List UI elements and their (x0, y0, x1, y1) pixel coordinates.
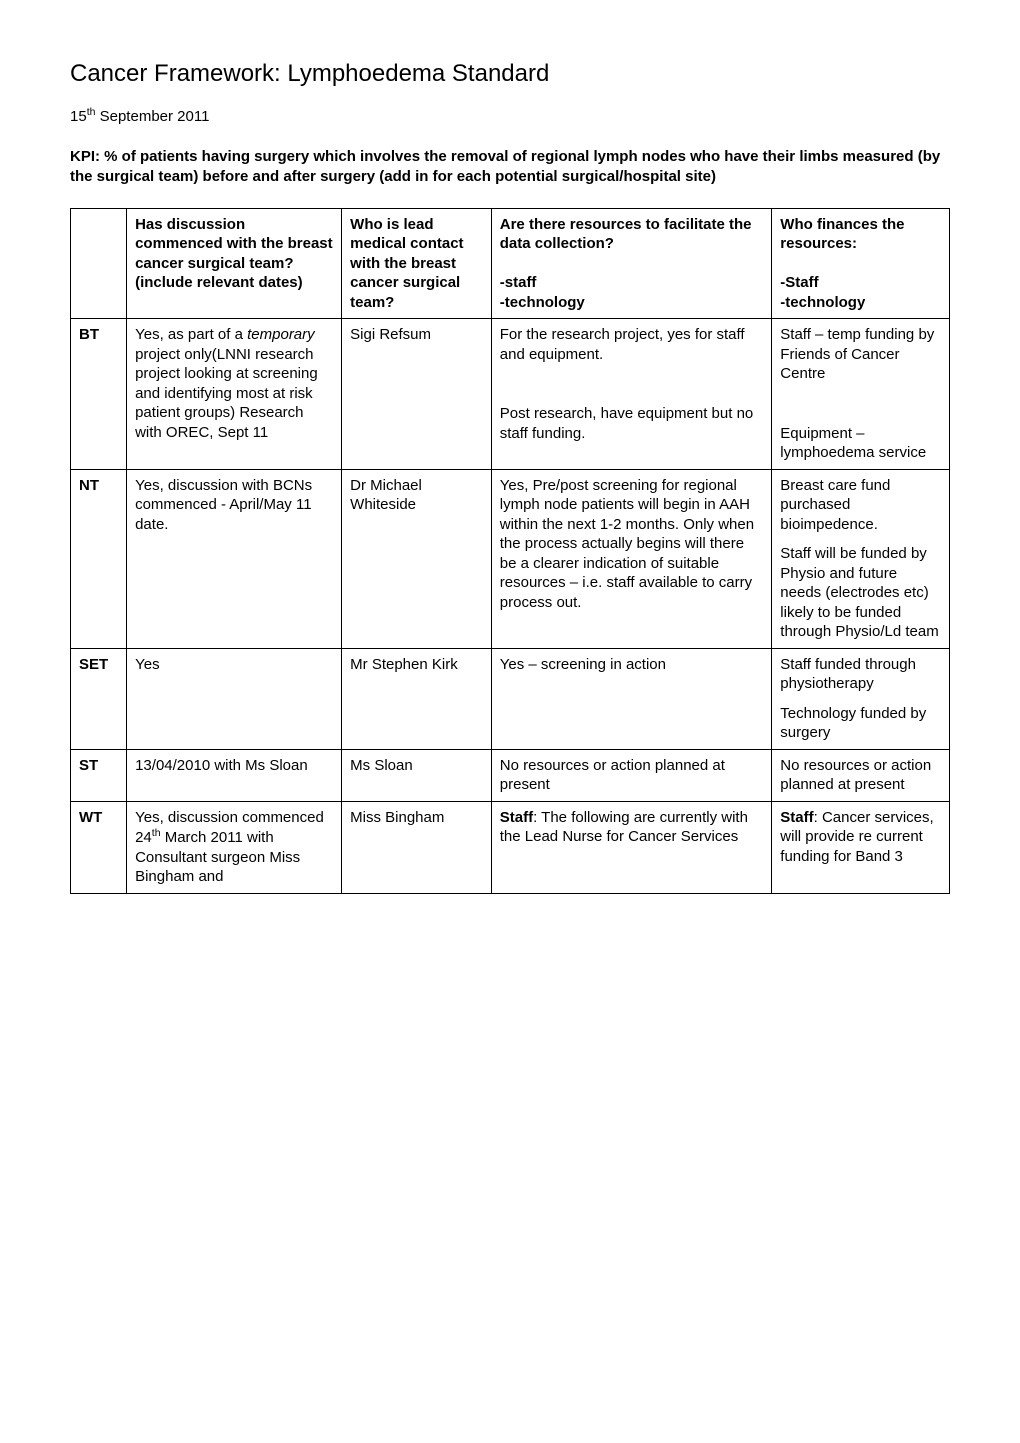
cell-resources: Yes – screening in action (491, 648, 772, 749)
text: Staff will be funded by Physio and futur… (780, 544, 941, 642)
cell-lead: Sigi Refsum (342, 319, 492, 470)
text: Post research, have equipment but no sta… (500, 404, 764, 443)
col-finances-tech: -technology (780, 294, 865, 311)
col-resources: Are there resources to facilitate the da… (491, 208, 772, 319)
cell-finances: No resources or action planned at presen… (772, 749, 950, 801)
cell-resources: Yes, Pre/post screening for regional lym… (491, 469, 772, 648)
document-date: 15th September 2011 (70, 106, 950, 125)
row-code: WT (71, 801, 127, 893)
col-finances-q: Who finances the resources: (780, 216, 904, 253)
row-code: ST (71, 749, 127, 801)
kpi-table: Has discussion commenced with the breast… (70, 208, 950, 894)
table-header-row: Has discussion commenced with the breast… (71, 208, 950, 319)
table-row: SET Yes Mr Stephen Kirk Yes – screening … (71, 648, 950, 749)
cell-lead: Dr Michael Whiteside (342, 469, 492, 648)
text: Breast care fund purchased bioimpedence. (780, 476, 941, 535)
text: Staff funded through physiotherapy (780, 655, 941, 694)
cell-lead: Mr Stephen Kirk (342, 648, 492, 749)
row-code: SET (71, 648, 127, 749)
table-row: ST 13/04/2010 with Ms Sloan Ms Sloan No … (71, 749, 950, 801)
cell-resources: For the research project, yes for staff … (491, 319, 772, 470)
col-discussion: Has discussion commenced with the breast… (127, 208, 342, 319)
cell-discussion: Yes, discussion with BCNs commenced - Ap… (127, 469, 342, 648)
text: Yes, as part of a (135, 326, 247, 343)
text: : The following are currently with the L… (500, 809, 748, 846)
text-bold: Staff (500, 809, 533, 826)
cell-discussion: 13/04/2010 with Ms Sloan (127, 749, 342, 801)
cell-finances: Staff: Cancer services, will provide re … (772, 801, 950, 893)
cell-finances: Breast care fund purchased bioimpedence.… (772, 469, 950, 648)
text: Technology funded by surgery (780, 704, 941, 743)
col-finances-staff: -Staff (780, 274, 818, 291)
col-code (71, 208, 127, 319)
col-finances: Who finances the resources: -Staff -tech… (772, 208, 950, 319)
row-code: NT (71, 469, 127, 648)
text-sup: th (152, 827, 161, 839)
date-rest: September 2011 (95, 108, 209, 125)
text: For the research project, yes for staff … (500, 325, 764, 364)
cell-lead: Miss Bingham (342, 801, 492, 893)
kpi-statement: KPI: % of patients having surgery which … (70, 147, 950, 188)
cell-discussion: Yes, discussion commenced 24th March 201… (127, 801, 342, 893)
page-title: Cancer Framework: Lymphoedema Standard (70, 60, 950, 88)
col-resources-q: Are there resources to facilitate the da… (500, 216, 752, 253)
text: Staff – temp funding by Friends of Cance… (780, 325, 941, 384)
cell-finances: Staff – temp funding by Friends of Cance… (772, 319, 950, 470)
cell-finances: Staff funded through physiotherapy Techn… (772, 648, 950, 749)
col-lead-contact: Who is lead medical contact with the bre… (342, 208, 492, 319)
text: project only(LNNI research project looki… (135, 346, 318, 441)
cell-discussion: Yes (127, 648, 342, 749)
cell-resources: No resources or action planned at presen… (491, 749, 772, 801)
table-row: NT Yes, discussion with BCNs commenced -… (71, 469, 950, 648)
cell-resources: Staff: The following are currently with … (491, 801, 772, 893)
text-italic: temporary (247, 326, 315, 343)
table-row: WT Yes, discussion commenced 24th March … (71, 801, 950, 893)
col-resources-tech: -technology (500, 294, 585, 311)
text: March 2011 with Consultant surgeon Miss … (135, 829, 300, 885)
row-code: BT (71, 319, 127, 470)
col-resources-staff: -staff (500, 274, 537, 291)
text: Equipment – lymphoedema service (780, 424, 941, 463)
table-row: BT Yes, as part of a temporary project o… (71, 319, 950, 470)
cell-discussion: Yes, as part of a temporary project only… (127, 319, 342, 470)
date-day: 15 (70, 108, 87, 125)
text-bold: Staff (780, 809, 813, 826)
cell-lead: Ms Sloan (342, 749, 492, 801)
